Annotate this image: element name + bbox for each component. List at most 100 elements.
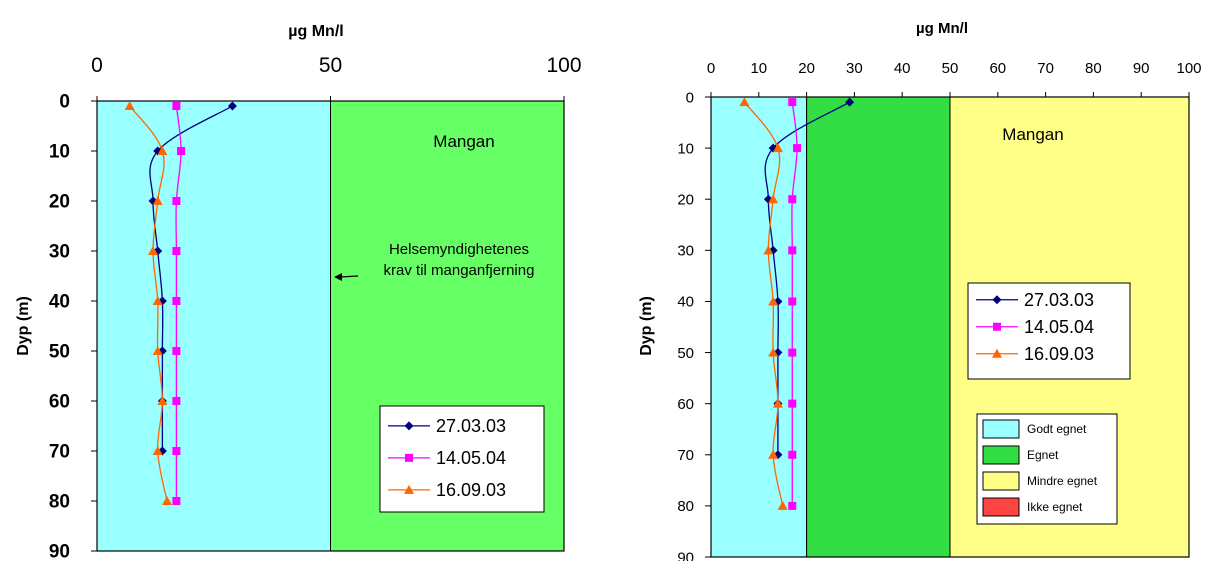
y-tick-label-80: 80 (49, 492, 70, 513)
legend-label-2: 14.05.04 (436, 448, 506, 468)
x-tick-label-90: 90 (1133, 60, 1150, 77)
legend-label-1: 27.03.03 (1024, 290, 1094, 310)
y-tick-label-10: 10 (49, 142, 70, 163)
x-tick-label-0: 0 (707, 60, 715, 77)
series-point-2-1 (172, 102, 181, 110)
y-tick-label-80: 80 (677, 498, 694, 515)
series-point-2-6 (788, 348, 797, 357)
x-tick-label-80: 80 (1085, 60, 1102, 77)
x-tick-label-30: 30 (846, 60, 863, 77)
y-tick-label-70: 70 (49, 442, 70, 463)
x-tick-label-40: 40 (894, 60, 911, 77)
x-tick-label-50: 50 (942, 60, 959, 77)
annotation-1: Mangan (1002, 125, 1063, 144)
class-swatch-2 (982, 445, 1020, 465)
series-point-3-4 (148, 246, 159, 255)
class-label-1: Godt egnet (1027, 422, 1087, 436)
series-point-3-2 (157, 146, 168, 155)
y-tick-label-10: 10 (677, 140, 694, 157)
y-tick-label-50: 50 (49, 342, 70, 363)
x-axis-title: µg Mn/l (916, 20, 968, 37)
class-swatch-4 (982, 497, 1020, 517)
series-point-2-1 (788, 98, 797, 107)
class-label-4: Ikke egnet (1027, 500, 1083, 514)
series-point-1-1 (845, 97, 855, 107)
x-tick-label-20: 20 (798, 60, 815, 77)
series-point-2-5 (172, 297, 181, 305)
series-point-2-3 (788, 195, 797, 204)
legend-label-3: 16.09.03 (436, 480, 506, 500)
y-axis-title: Dyp (m) (15, 296, 32, 356)
series-point-3-5 (152, 296, 163, 305)
series-point-3-4 (763, 245, 774, 255)
y-tick-label-0: 0 (59, 92, 70, 113)
y-tick-label-0: 0 (686, 89, 694, 106)
legend-marker-2 (405, 453, 413, 462)
class-label-3: Mindre egnet (1027, 474, 1098, 488)
legend-marker-1 (404, 421, 414, 431)
arrow-line (339, 275, 359, 278)
legend-label-2: 14.05.04 (1024, 317, 1094, 337)
chart-1: µg Mn/l 0 50 100 0 10 20 30 40 50 60 70 80 90 Dyp (m) M… (15, 23, 582, 561)
series-point-3-9 (162, 496, 173, 505)
series-point-2-5 (788, 297, 797, 306)
y-axis-title: Dyp (m) (638, 296, 655, 356)
series-point-3-1 (124, 101, 135, 110)
y-tick-label-70: 70 (677, 447, 694, 464)
y-tick-label-90: 90 (677, 549, 694, 561)
series-point-2-7 (172, 397, 181, 405)
series-point-2-8 (172, 447, 181, 455)
annotation-1: Mangan (433, 132, 494, 151)
legend-marker-2 (993, 322, 1001, 331)
chart-2: µg Mn/l 0 10 20 30 40 50 60 70 80 90 100 0 10 20 30 40 50… (638, 20, 1202, 561)
x-axis-title: µg Mn/l (288, 23, 343, 40)
series-point-2-9 (172, 497, 181, 505)
x-tick-label-100: 100 (1176, 60, 1201, 77)
y-tick-label-20: 20 (677, 191, 694, 208)
y-tick-label-50: 50 (677, 345, 694, 362)
y-tick-label-90: 90 (49, 542, 70, 561)
x-tick-label-0: 0 (91, 54, 103, 77)
series-point-2-9 (788, 501, 797, 510)
x-tick-label-60: 60 (989, 60, 1006, 77)
series-point-3-9 (777, 500, 788, 510)
series-point-3-2 (772, 143, 783, 153)
series-point-3-8 (152, 446, 163, 455)
series-point-3-7 (772, 398, 783, 408)
legend-marker-3 (992, 348, 1002, 358)
series-point-3-6 (768, 347, 779, 357)
series-point-2-4 (788, 246, 797, 255)
y-tick-label-20: 20 (49, 192, 70, 213)
series-point-2-8 (788, 450, 797, 459)
series-point-3-8 (768, 449, 779, 459)
series-point-2-2 (177, 147, 186, 155)
series-point-2-4 (172, 247, 181, 255)
x-tick-label-70: 70 (1037, 60, 1054, 77)
series-point-3-3 (152, 196, 163, 205)
class-swatch-1 (982, 419, 1020, 439)
legend-marker-3 (404, 484, 414, 494)
y-tick-label-30: 30 (677, 243, 694, 260)
band-1 (96, 100, 331, 552)
x-tick-label-10: 10 (750, 60, 767, 77)
series-point-3-7 (157, 396, 168, 405)
y-tick-label-60: 60 (677, 396, 694, 413)
y-tick-label-40: 40 (49, 292, 70, 313)
arrow-head (334, 273, 342, 281)
band-2 (806, 96, 951, 558)
y-tick-label-40: 40 (677, 294, 694, 311)
annotation-2: Helsemyndighetenes (389, 241, 529, 258)
x-tick-label-50: 50 (319, 54, 342, 77)
x-tick-label-100: 100 (546, 54, 581, 77)
legend-label-3: 16.09.03 (1024, 344, 1094, 364)
annotation-3: krav til manganfjerning (384, 262, 535, 279)
series-point-3-6 (152, 346, 163, 355)
class-label-2: Egnet (1027, 448, 1059, 462)
series-point-2-2 (793, 144, 802, 153)
class-swatch-3 (982, 471, 1020, 491)
series-point-3-1 (739, 97, 750, 107)
legend-marker-1 (992, 295, 1002, 305)
series-point-3-5 (768, 296, 779, 306)
series-point-3-3 (768, 194, 779, 204)
